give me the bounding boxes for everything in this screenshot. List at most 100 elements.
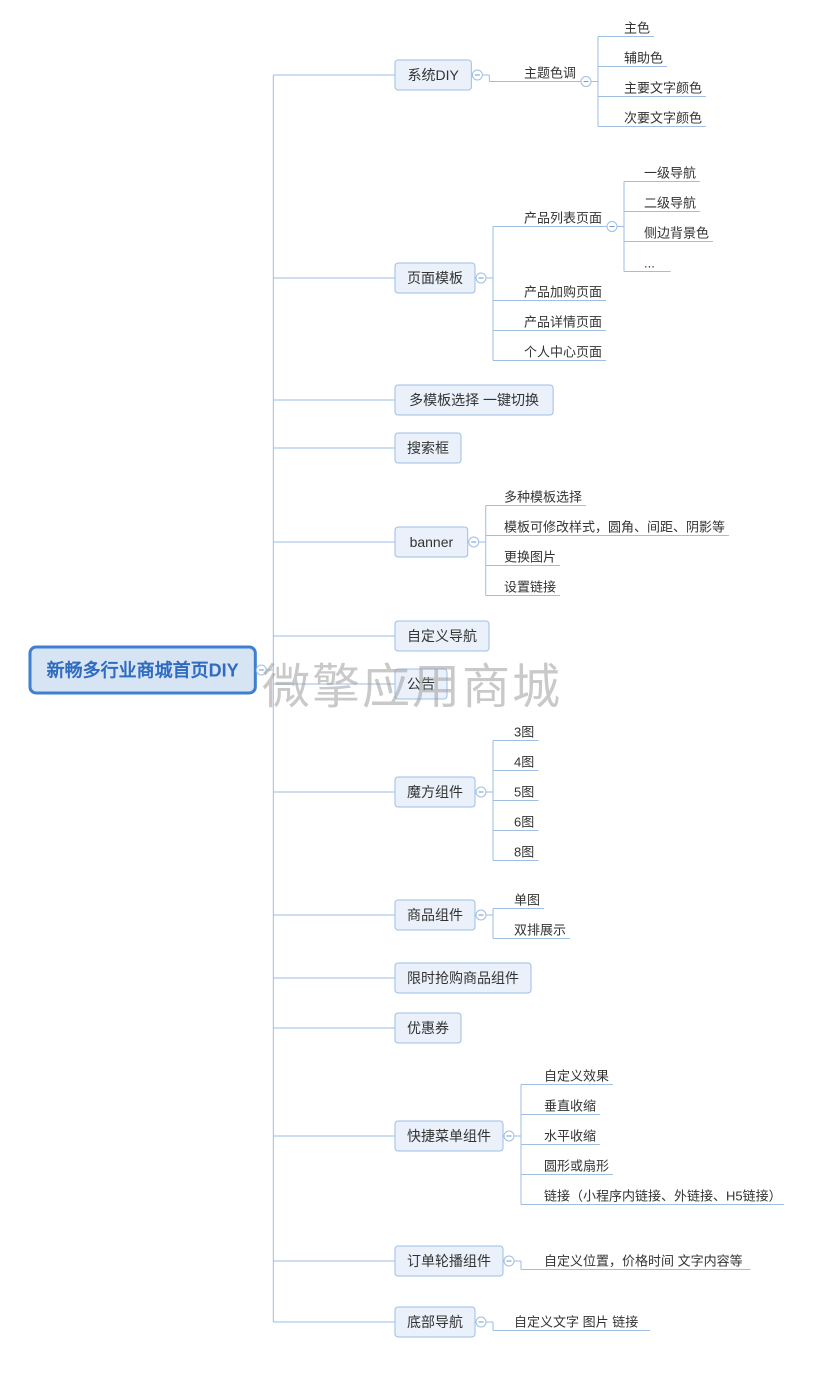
- collapse-toggle[interactable]: [256, 665, 266, 675]
- node-label: 更换图片: [504, 550, 556, 565]
- collapse-toggle[interactable]: [476, 273, 486, 283]
- collapse-toggle[interactable]: [581, 77, 591, 87]
- node-level1[interactable]: 快捷菜单组件: [395, 1121, 503, 1151]
- node-leaf[interactable]: 主色: [620, 21, 654, 37]
- node-leaf[interactable]: 辅助色: [620, 51, 667, 67]
- node-leaf[interactable]: 产品详情页面: [520, 315, 606, 331]
- node-leaf[interactable]: 4图: [510, 755, 539, 771]
- node-leaf[interactable]: 更换图片: [500, 550, 560, 566]
- node-leaf[interactable]: 一级导航: [640, 166, 700, 182]
- node-leaf[interactable]: 侧边背景色: [640, 226, 713, 242]
- node-level1[interactable]: 多模板选择 一键切换: [395, 385, 553, 415]
- node-leaf[interactable]: 产品加购页面: [520, 285, 606, 301]
- node-label: 侧边背景色: [644, 226, 709, 241]
- node-level1[interactable]: 搜索框: [395, 433, 461, 463]
- node-level1[interactable]: 公告: [395, 669, 447, 699]
- node-leaf[interactable]: 水平收缩: [540, 1129, 600, 1145]
- node-label: 8图: [514, 845, 534, 860]
- node-label: 主色: [624, 21, 650, 36]
- node-label: 个人中心页面: [524, 345, 602, 360]
- node-label: 页面模板: [407, 270, 463, 286]
- node-label: 新畅多行业商城首页DIY: [47, 659, 239, 680]
- node-label: 快捷菜单组件: [407, 1128, 491, 1144]
- node-level1[interactable]: 系统DIY: [395, 60, 471, 90]
- node-label: 产品详情页面: [524, 315, 602, 330]
- node-label: 链接（小程序内链接、外链接、H5链接）: [544, 1189, 782, 1204]
- node-level1[interactable]: 限时抢购商品组件: [395, 963, 531, 993]
- node-label: 设置链接: [504, 580, 556, 595]
- node-label: 公告: [407, 676, 435, 692]
- node-leaf[interactable]: 次要文字颜色: [620, 111, 706, 127]
- node-leaf[interactable]: 主要文字颜色: [620, 81, 706, 97]
- collapse-toggle[interactable]: [504, 1131, 514, 1141]
- node-leaf[interactable]: 产品列表页面: [520, 211, 606, 227]
- node-label: 单图: [514, 893, 540, 908]
- node-leaf[interactable]: 自定义效果: [540, 1069, 613, 1085]
- node-leaf[interactable]: 圆形或扇形: [540, 1159, 613, 1175]
- node-label: 魔方组件: [407, 784, 463, 800]
- node-leaf[interactable]: 垂直收缩: [540, 1099, 600, 1115]
- node-label: 系统DIY: [408, 67, 460, 83]
- mindmap-canvas: 新畅多行业商城首页DIY 系统DIY 页面模板多模板选择 一键切换搜索框 banner…: [0, 0, 824, 1388]
- collapse-toggle[interactable]: [504, 1256, 514, 1266]
- node-label: 自定义导航: [407, 628, 477, 644]
- node-level1[interactable]: 底部导航: [395, 1307, 475, 1337]
- node-leaf[interactable]: 多种模板选择: [500, 490, 586, 506]
- node-leaf[interactable]: 单图: [510, 893, 544, 909]
- collapse-toggle[interactable]: [476, 910, 486, 920]
- collapse-toggle[interactable]: [469, 537, 479, 547]
- node-label: 限时抢购商品组件: [407, 970, 519, 986]
- node-leaf[interactable]: 设置链接: [500, 580, 560, 596]
- node-label: 5图: [514, 785, 534, 800]
- node-label: 订单轮播组件: [407, 1253, 491, 1269]
- collapse-toggle[interactable]: [476, 787, 486, 797]
- collapse-toggle[interactable]: [607, 222, 617, 232]
- node-label: 自定义效果: [544, 1069, 609, 1084]
- node-root[interactable]: 新畅多行业商城首页DIY: [30, 647, 255, 693]
- node-leaf[interactable]: ...: [640, 256, 671, 272]
- node-label: 双排展示: [514, 923, 566, 938]
- node-label: 辅助色: [624, 51, 663, 66]
- node-label: 优惠券: [407, 1020, 449, 1036]
- node-label: 多模板选择 一键切换: [409, 392, 539, 408]
- node-label: 二级导航: [644, 196, 696, 211]
- collapse-toggle[interactable]: [472, 70, 482, 80]
- node-label: 次要文字颜色: [624, 111, 702, 126]
- node-leaf[interactable]: 8图: [510, 845, 539, 861]
- node-label: ...: [644, 256, 655, 271]
- node-level1[interactable]: banner: [395, 527, 468, 557]
- node-leaf[interactable]: 链接（小程序内链接、外链接、H5链接）: [540, 1189, 784, 1205]
- node-label: 主要文字颜色: [624, 81, 702, 96]
- node-label: 底部导航: [407, 1314, 463, 1330]
- node-label: 6图: [514, 815, 534, 830]
- node-label: 多种模板选择: [504, 490, 582, 505]
- node-label: banner: [410, 534, 454, 550]
- node-label: 主题色调: [524, 66, 576, 81]
- node-label: 圆形或扇形: [544, 1159, 609, 1174]
- node-leaf[interactable]: 自定义文字 图片 链接: [510, 1315, 650, 1331]
- node-leaf[interactable]: 二级导航: [640, 196, 700, 212]
- node-leaf[interactable]: 6图: [510, 815, 539, 831]
- node-level1[interactable]: 优惠券: [395, 1013, 461, 1043]
- node-leaf[interactable]: 5图: [510, 785, 539, 801]
- node-level1[interactable]: 魔方组件: [395, 777, 475, 807]
- node-label: 搜索框: [407, 440, 449, 456]
- node-level1[interactable]: 页面模板: [395, 263, 475, 293]
- node-leaf[interactable]: 模板可修改样式，圆角、间距、阴影等: [500, 520, 729, 536]
- node-level1[interactable]: 自定义导航: [395, 621, 489, 651]
- node-level1[interactable]: 商品组件: [395, 900, 475, 930]
- node-label: 垂直收缩: [544, 1099, 596, 1114]
- node-leaf[interactable]: 主题色调: [520, 66, 580, 82]
- node-level1[interactable]: 订单轮播组件: [395, 1246, 503, 1276]
- node-leaf[interactable]: 个人中心页面: [520, 345, 606, 361]
- node-label: 商品组件: [407, 907, 463, 923]
- node-leaf[interactable]: 3图: [510, 725, 539, 741]
- node-leaf[interactable]: 双排展示: [510, 923, 570, 939]
- nodes: 新畅多行业商城首页DIY 系统DIY 页面模板多模板选择 一键切换搜索框 banner…: [30, 21, 784, 1337]
- node-leaf[interactable]: 自定义位置，价格时间 文字内容等: [540, 1254, 751, 1270]
- node-label: 模板可修改样式，圆角、间距、阴影等: [504, 520, 725, 535]
- node-label: 一级导航: [644, 166, 696, 181]
- node-label: 4图: [514, 755, 534, 770]
- collapse-toggle[interactable]: [476, 1317, 486, 1327]
- node-label: 自定义位置，价格时间 文字内容等: [544, 1254, 743, 1269]
